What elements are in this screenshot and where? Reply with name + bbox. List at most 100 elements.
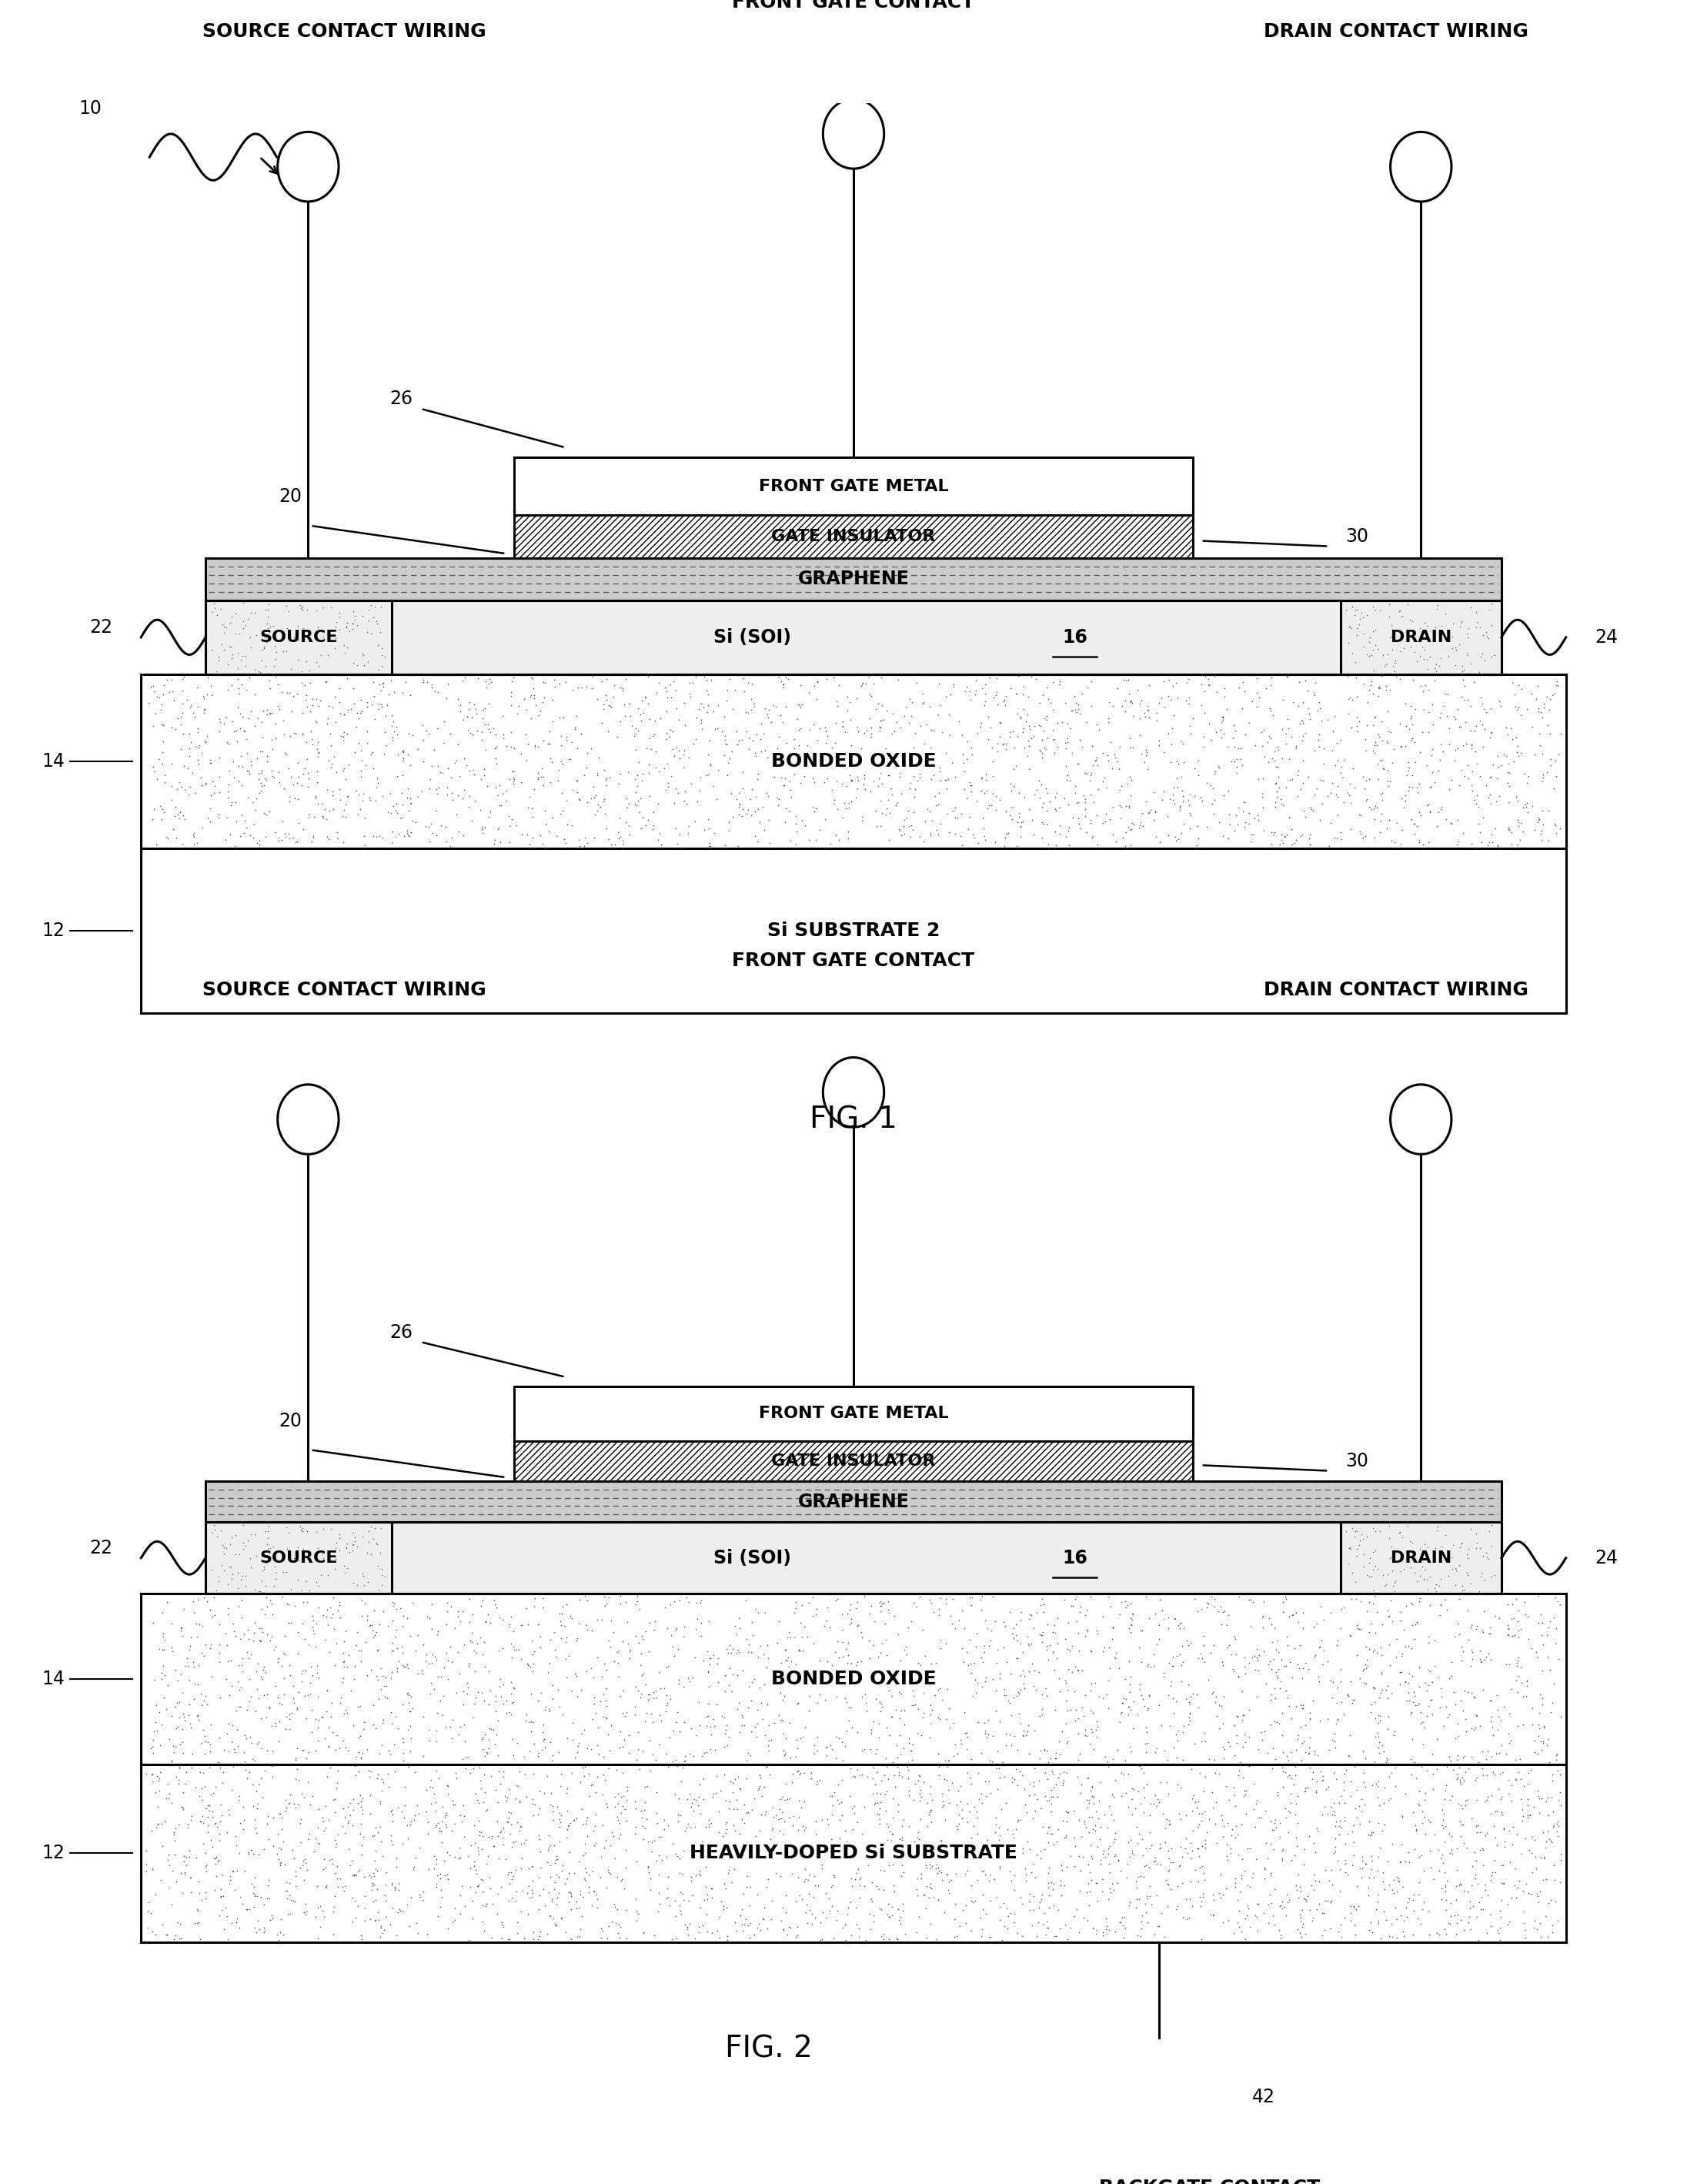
Point bbox=[572, 1607, 599, 1642]
Point bbox=[644, 675, 671, 710]
Point bbox=[1060, 1793, 1087, 1828]
Point bbox=[1499, 1586, 1526, 1621]
Point bbox=[227, 666, 254, 701]
Point bbox=[616, 1631, 644, 1666]
Point bbox=[1222, 1861, 1250, 1896]
Point bbox=[1198, 1776, 1226, 1811]
Point bbox=[1058, 692, 1086, 727]
Point bbox=[1168, 1647, 1195, 1682]
Point bbox=[983, 1752, 1011, 1787]
Point bbox=[925, 786, 953, 821]
Point bbox=[1145, 686, 1173, 721]
Point bbox=[314, 1607, 341, 1642]
Point bbox=[1019, 1907, 1046, 1942]
Point bbox=[229, 1653, 256, 1688]
Point bbox=[1444, 1904, 1471, 1939]
Point bbox=[1386, 1843, 1413, 1878]
Point bbox=[1388, 812, 1415, 847]
Point bbox=[1359, 590, 1386, 625]
Point bbox=[1186, 1797, 1214, 1832]
Point bbox=[1475, 1514, 1502, 1548]
Point bbox=[1412, 668, 1439, 703]
Point bbox=[1466, 815, 1494, 850]
Point bbox=[1541, 743, 1569, 778]
Point bbox=[1388, 729, 1415, 764]
Point bbox=[1116, 1660, 1144, 1695]
Point bbox=[1494, 716, 1521, 751]
Point bbox=[1296, 828, 1323, 863]
Point bbox=[230, 804, 258, 839]
Point bbox=[659, 1712, 686, 1747]
Point bbox=[1217, 1728, 1244, 1762]
Point bbox=[869, 688, 896, 723]
Point bbox=[312, 1592, 340, 1627]
Point bbox=[514, 1898, 541, 1933]
Point bbox=[312, 1789, 340, 1824]
Point bbox=[1210, 1904, 1238, 1939]
Point bbox=[189, 1581, 217, 1616]
Point bbox=[1267, 1922, 1294, 1957]
Point bbox=[1007, 1706, 1034, 1741]
Point bbox=[754, 1732, 782, 1767]
Point bbox=[1386, 594, 1413, 629]
Point bbox=[1514, 1782, 1541, 1817]
Point bbox=[838, 1601, 865, 1636]
Point bbox=[270, 1824, 297, 1859]
Point bbox=[277, 1658, 304, 1693]
Point bbox=[253, 1616, 280, 1651]
Point bbox=[1232, 716, 1260, 751]
Point bbox=[1427, 1588, 1454, 1623]
Point bbox=[816, 1778, 843, 1813]
Point bbox=[1239, 1640, 1267, 1675]
Point bbox=[1267, 821, 1294, 856]
Point bbox=[1535, 1815, 1562, 1850]
Point bbox=[1087, 1765, 1115, 1800]
Point bbox=[188, 767, 215, 802]
Point bbox=[1137, 1878, 1164, 1913]
Point bbox=[712, 1830, 739, 1865]
Point bbox=[1425, 1568, 1453, 1603]
Point bbox=[1089, 1682, 1116, 1717]
Point bbox=[813, 1738, 840, 1773]
Point bbox=[447, 1839, 475, 1874]
Point bbox=[145, 1762, 172, 1797]
Point bbox=[802, 1767, 830, 1802]
Point bbox=[732, 714, 760, 749]
Point bbox=[676, 1907, 703, 1942]
Point bbox=[1504, 1675, 1531, 1710]
Point bbox=[1364, 1636, 1391, 1671]
Point bbox=[261, 629, 288, 664]
Point bbox=[862, 1839, 889, 1874]
Point bbox=[323, 1826, 350, 1861]
Point bbox=[710, 1730, 737, 1765]
Point bbox=[1038, 1815, 1065, 1850]
Point bbox=[500, 753, 527, 788]
Point bbox=[589, 1808, 616, 1843]
Point bbox=[1376, 587, 1403, 622]
Point bbox=[543, 1638, 570, 1673]
Point bbox=[637, 732, 664, 767]
Point bbox=[543, 1856, 570, 1891]
Point bbox=[835, 1690, 862, 1725]
Point bbox=[1026, 1741, 1053, 1776]
Point bbox=[258, 1898, 285, 1933]
Point bbox=[446, 1830, 473, 1865]
Point bbox=[1094, 1883, 1121, 1918]
Point bbox=[842, 780, 869, 815]
Point bbox=[889, 1837, 917, 1872]
Point bbox=[594, 1717, 621, 1752]
Point bbox=[1480, 1557, 1507, 1592]
Point bbox=[703, 1913, 731, 1948]
Point bbox=[652, 1736, 679, 1771]
Point bbox=[555, 1808, 582, 1843]
Point bbox=[992, 732, 1019, 767]
Point bbox=[1229, 795, 1256, 830]
Point bbox=[555, 1856, 582, 1891]
Point bbox=[1207, 1856, 1234, 1891]
Point bbox=[253, 1806, 280, 1841]
Point bbox=[273, 675, 300, 710]
Point bbox=[398, 1679, 425, 1714]
Point bbox=[1142, 1732, 1169, 1767]
Point bbox=[171, 1592, 198, 1627]
Point bbox=[1149, 1594, 1176, 1629]
